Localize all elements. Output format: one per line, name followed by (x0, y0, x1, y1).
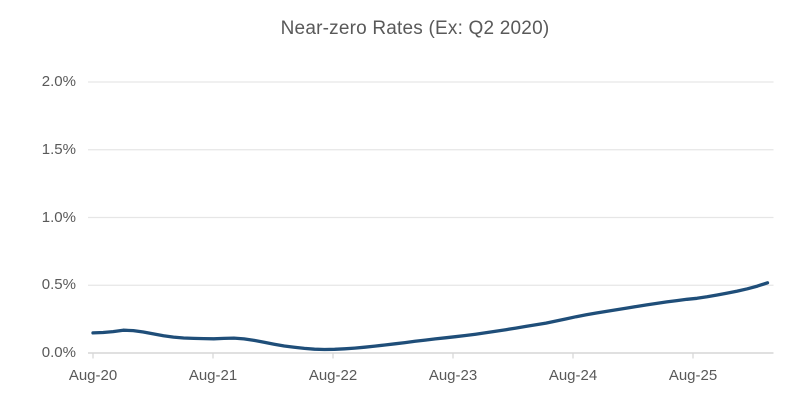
x-axis-tick-label: Aug-24 (548, 367, 598, 384)
x-axis-tick-label: Aug-21 (188, 367, 238, 384)
y-axis-tick-label: 2.0% (41, 73, 76, 90)
y-axis-tick-label: 1.5% (41, 141, 76, 158)
x-axis-tick-label: Aug-22 (308, 367, 358, 384)
x-axis-tick-label: Aug-20 (68, 367, 118, 384)
chart-title: Near-zero Rates (Ex: Q2 2020) (280, 18, 550, 39)
x-axis-tick-label: Aug-23 (428, 367, 478, 384)
x-axis-tick-label: Aug-25 (668, 367, 718, 384)
data-series-line (91, 281, 770, 352)
y-axis-tick-label: 0.5% (41, 276, 76, 293)
y-axis-tick-label: 1.0% (41, 209, 76, 226)
y-axis-tick-label: 0.0% (41, 344, 76, 361)
